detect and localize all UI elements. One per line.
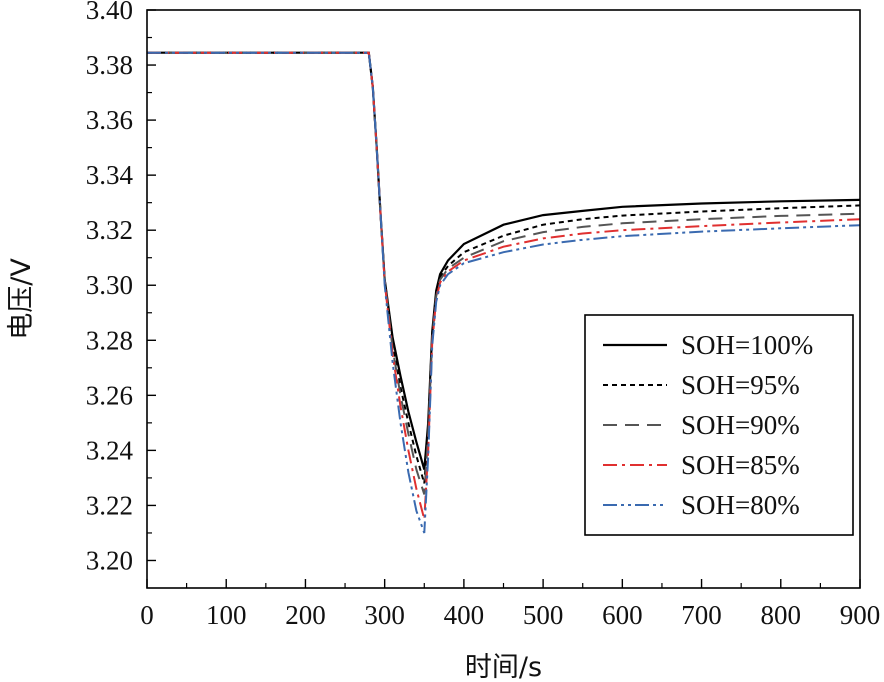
y-tick-label: 3.40 (86, 0, 133, 25)
y-tick-label: 3.32 (86, 215, 133, 245)
y-tick-label: 3.34 (86, 160, 134, 190)
x-tick-label: 200 (285, 600, 326, 630)
axis-ticks: 0 100 200 300 400 500 600 700 800 900 3.20 3.22 3.24… (86, 0, 881, 630)
y-tick-label: 3.38 (86, 50, 133, 80)
x-tick-label: 600 (602, 600, 643, 630)
x-tick-label: 400 (444, 600, 485, 630)
y-axis-title: 电压/V (6, 258, 37, 340)
x-tick-label: 100 (206, 600, 247, 630)
x-tick-label: 0 (140, 600, 154, 630)
x-tick-label: 800 (761, 600, 802, 630)
x-axis-title: 时间/s (465, 652, 542, 682)
y-tick-label: 3.20 (86, 545, 133, 575)
series-line-3 (147, 51, 861, 495)
y-tick-label: 3.30 (86, 270, 133, 300)
y-tick-label: 3.28 (86, 325, 133, 355)
legend-label: SOH=100% (681, 330, 813, 360)
x-tick-label: 300 (364, 600, 405, 630)
x-tick-label: 500 (523, 600, 564, 630)
series-line-5 (147, 51, 861, 534)
y-tick-label: 3.24 (86, 435, 134, 465)
y-tick-label: 3.36 (86, 105, 133, 135)
legend: SOH=100% SOH=95% SOH=90% SOH=85% SOH=80% (584, 314, 854, 536)
x-tick-label: 900 (840, 600, 881, 630)
legend-label: SOH=90% (681, 410, 800, 440)
y-tick-label: 3.26 (86, 380, 133, 410)
legend-label: SOH=80% (681, 490, 800, 520)
x-tick-label: 700 (681, 600, 722, 630)
legend-label: SOH=85% (681, 450, 800, 480)
plot-lines (147, 51, 861, 534)
y-tick-label: 3.22 (86, 490, 133, 520)
legend-label: SOH=95% (681, 370, 800, 400)
